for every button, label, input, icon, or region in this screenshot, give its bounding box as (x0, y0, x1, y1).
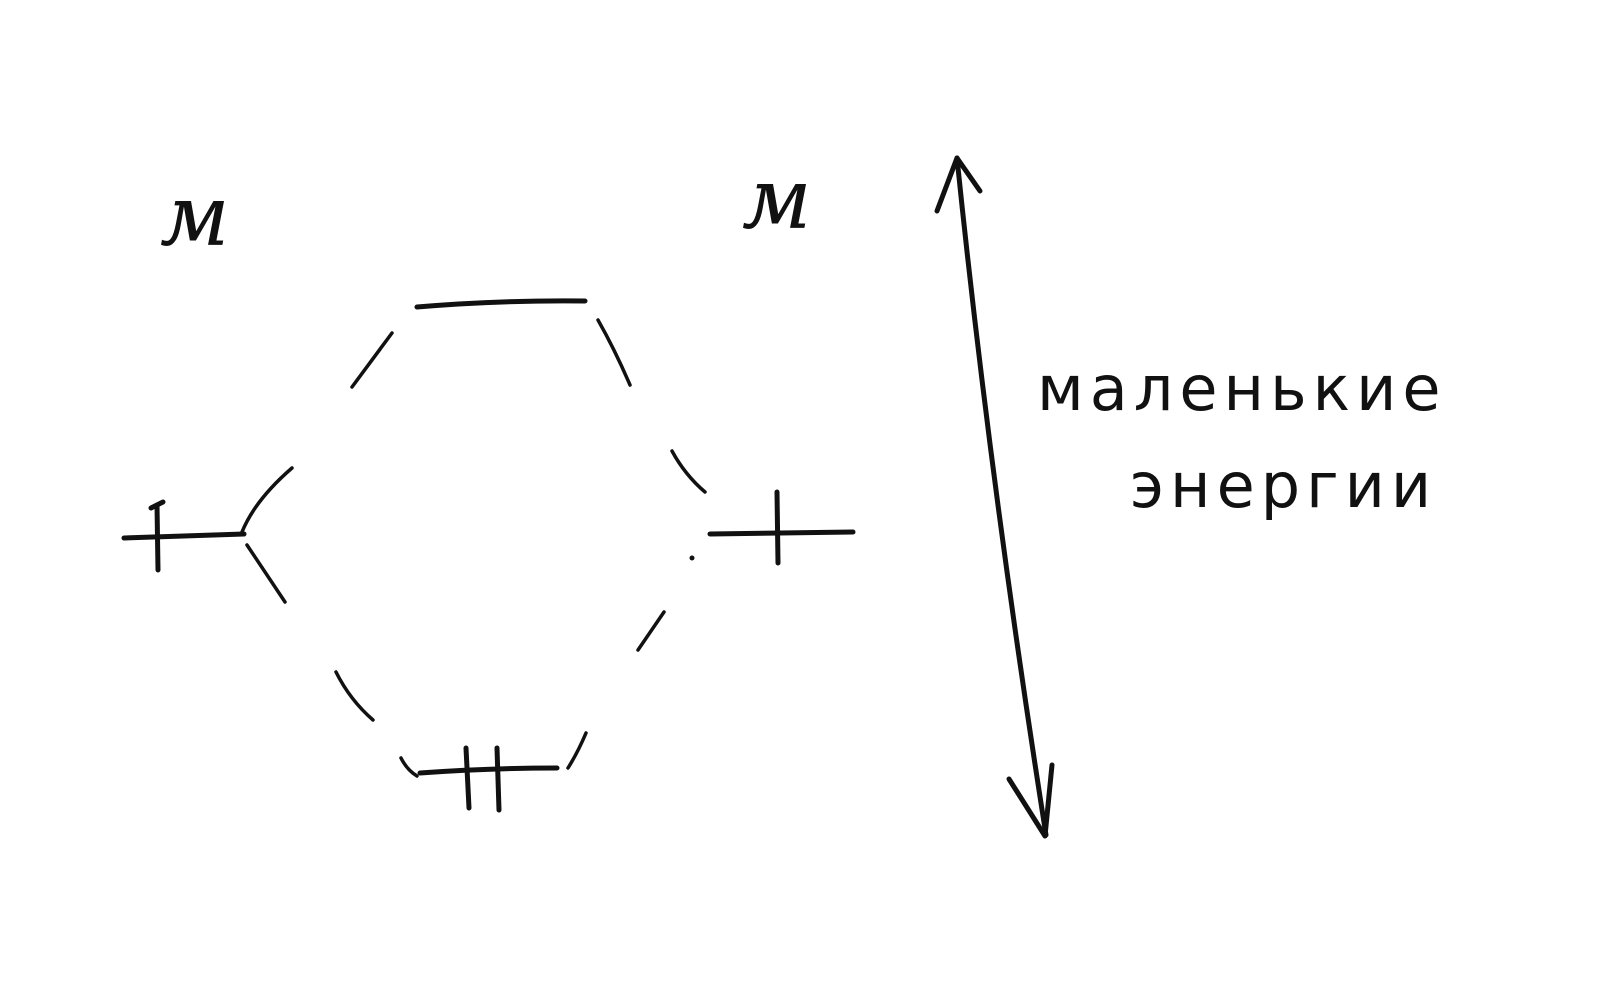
bonding-electron-mark-1 (463, 745, 472, 811)
right-atom-label: м (742, 150, 812, 248)
right-atomic-orbital (707, 489, 856, 566)
right-electron-mark (774, 489, 781, 566)
antibonding-orbital (414, 298, 588, 310)
bonding-electron-mark-2 (494, 745, 502, 813)
energy-annotation-line1: маленькие (1037, 352, 1447, 425)
energy-arrow (934, 155, 1055, 839)
correlation-lines (240, 318, 707, 778)
left-electron-mark (154, 502, 161, 573)
energy-annotation-line2: энергии (1130, 449, 1437, 522)
bonding-orbital (417, 745, 560, 813)
left-atomic-orbital (121, 499, 247, 573)
left-atom-label: м (160, 167, 230, 265)
